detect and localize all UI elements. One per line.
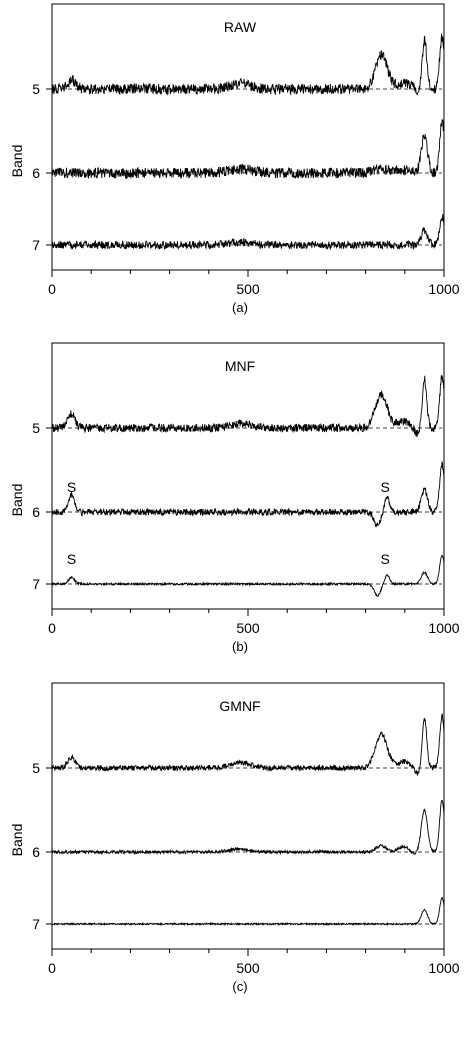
y-tick-label: 5: [32, 760, 40, 776]
series-band-7: [52, 214, 444, 251]
x-tick-label: 0: [48, 281, 56, 297]
plot-frame: [51, 682, 445, 950]
x-tick-label: 0: [48, 620, 56, 636]
series-band-5: [52, 713, 444, 777]
y-tick-label: 7: [32, 576, 40, 592]
x-tick-label: 500: [236, 960, 260, 976]
x-tick-label: 1000: [428, 960, 459, 976]
panel-gmnf: GMNF Band 5 6 7 0 500 1000 (c): [9, 682, 460, 994]
panel-caption: (c): [232, 979, 247, 994]
x-tick-label: 500: [236, 620, 260, 636]
annotation-label: S: [67, 479, 76, 495]
series-band-5: [52, 375, 444, 438]
annotation-label: S: [67, 551, 76, 567]
panel-title: GMNF: [219, 698, 260, 714]
x-tick-label: 1000: [428, 281, 459, 297]
y-tick-label: 5: [32, 420, 40, 436]
x-tick-label: 500: [236, 281, 260, 297]
y-axis-label: Band: [9, 484, 25, 517]
annotation-label: S: [381, 479, 390, 495]
series-band-7: [52, 555, 444, 598]
series-band-7: [52, 896, 444, 927]
panel-title: RAW: [224, 19, 257, 35]
plot-frame: [51, 3, 445, 271]
y-axis-label: Band: [9, 145, 25, 178]
x-tick-label: 1000: [428, 620, 459, 636]
y-tick-label: 5: [32, 81, 40, 97]
annotation-label: S: [381, 551, 390, 567]
y-tick-label: 7: [32, 237, 40, 253]
panel-mnf: MNF Band 5 6 7 0 500 1000 (b) S S S S: [9, 342, 460, 654]
y-tick-label: 6: [32, 504, 40, 520]
panel-raw: RAW Band 5 6 7 0 500 1000 (a): [9, 3, 460, 315]
series-band-6: [52, 460, 444, 528]
y-tick-label: 6: [32, 165, 40, 181]
plot-frame: [51, 342, 445, 610]
series-band-5: [52, 33, 444, 96]
series-band-6: [52, 119, 444, 180]
panel-title: MNF: [225, 358, 255, 374]
panel-caption: (a): [232, 300, 248, 315]
x-tick-label: 0: [48, 960, 56, 976]
y-tick-label: 6: [32, 844, 40, 860]
y-tick-label: 7: [32, 916, 40, 932]
series-band-6: [52, 799, 444, 856]
y-axis-label: Band: [9, 824, 25, 857]
panel-caption: (b): [232, 639, 248, 654]
